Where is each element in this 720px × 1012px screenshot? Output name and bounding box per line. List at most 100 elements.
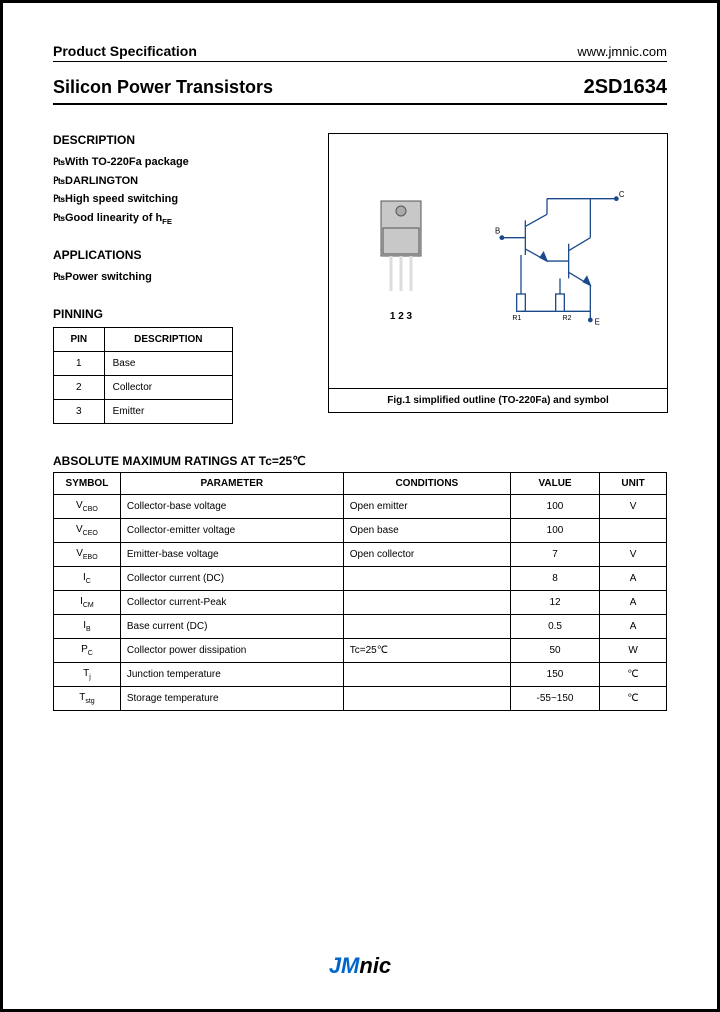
figure-box: 1 2 3 (328, 133, 668, 413)
pin-desc: Base (104, 352, 232, 376)
left-column: DESCRIPTION ₧With TO-220Fa package₧DARLI… (53, 133, 308, 424)
product-category: Silicon Power Transistors (53, 77, 273, 98)
ratings-cell: V (600, 543, 667, 567)
ratings-cell (343, 567, 510, 591)
logo-part2: nic (359, 953, 391, 978)
ratings-cell: -55~150 (510, 687, 599, 711)
ratings-row: TjJunction temperature 150℃ (54, 663, 667, 687)
ratings-cell: PC (54, 639, 121, 663)
ratings-cell: Open emitter (343, 495, 510, 519)
ratings-cell: 100 (510, 495, 599, 519)
ratings-cell: Storage temperature (120, 687, 343, 711)
ratings-cell: Junction temperature (120, 663, 343, 687)
ratings-cell (343, 663, 510, 687)
description-list: ₧With TO-220Fa package₧DARLINGTON₧High s… (53, 153, 308, 228)
pin-number: 1 (54, 352, 105, 376)
ratings-row: ICMCollector current-Peak12A (54, 591, 667, 615)
ratings-row: PCCollector power dissipationTc=25℃50W (54, 639, 667, 663)
right-column: 1 2 3 (308, 133, 668, 424)
ratings-cell: Collector-emitter voltage (120, 519, 343, 543)
applications-list: ₧Power switching (53, 268, 308, 287)
pinning-row: 1Base (54, 352, 233, 376)
figure-caption: Fig.1 simplified outline (TO-220Fa) and … (329, 388, 667, 412)
pinning-heading: PINNING (53, 307, 308, 321)
ratings-row: ICCollector current (DC) 8A (54, 567, 667, 591)
header-url: www.jmnic.com (577, 44, 667, 59)
ratings-cell: A (600, 567, 667, 591)
ratings-cell: ℃ (600, 687, 667, 711)
ratings-col-header: PARAMETER (120, 473, 343, 495)
ratings-col-header: UNIT (600, 473, 667, 495)
pinning-col-header: DESCRIPTION (104, 328, 232, 352)
header-row: Product Specification www.jmnic.com (53, 43, 667, 62)
ratings-cell: Open base (343, 519, 510, 543)
ratings-cell (343, 615, 510, 639)
ratings-col-header: SYMBOL (54, 473, 121, 495)
package-drawing: 1 2 3 (371, 196, 431, 322)
figure-content: 1 2 3 (329, 134, 667, 384)
title-row: Silicon Power Transistors 2SD1634 (53, 76, 667, 105)
svg-text:B: B (495, 226, 500, 235)
ratings-cell: 150 (510, 663, 599, 687)
pin-number: 2 (54, 376, 105, 400)
pinning-table: PINDESCRIPTION 1Base2Collector3Emitter (53, 327, 233, 424)
description-item: ₧With TO-220Fa package (53, 153, 308, 172)
ratings-cell: Collector power dissipation (120, 639, 343, 663)
description-item: ₧DARLINGTON (53, 172, 308, 191)
ratings-cell: Collector current (DC) (120, 567, 343, 591)
header-left: Product Specification (53, 43, 197, 59)
ratings-cell: VCEO (54, 519, 121, 543)
ratings-col-header: VALUE (510, 473, 599, 495)
applications-heading: APPLICATIONS (53, 248, 308, 262)
ratings-table: SYMBOLPARAMETERCONDITIONSVALUEUNIT VCBOC… (53, 472, 667, 711)
ratings-cell: 8 (510, 567, 599, 591)
ratings-cell: 50 (510, 639, 599, 663)
svg-text:R1: R1 (512, 315, 521, 322)
ratings-cell: W (600, 639, 667, 663)
ratings-cell: ℃ (600, 663, 667, 687)
application-item: ₧Power switching (53, 268, 308, 287)
ratings-cell: A (600, 615, 667, 639)
content-row: DESCRIPTION ₧With TO-220Fa package₧DARLI… (53, 133, 667, 424)
ratings-cell: IC (54, 567, 121, 591)
circuit-symbol: B C E R1 R2 (495, 190, 625, 329)
ratings-cell: Tj (54, 663, 121, 687)
ratings-cell: 12 (510, 591, 599, 615)
ratings-col-header: CONDITIONS (343, 473, 510, 495)
ratings-cell: Tc=25℃ (343, 639, 510, 663)
part-number: 2SD1634 (584, 76, 667, 99)
pin-number: 3 (54, 400, 105, 424)
ratings-cell (343, 591, 510, 615)
ratings-section: ABSOLUTE MAXIMUM RATINGS AT Tc=25℃ SYMBO… (53, 454, 667, 711)
ratings-cell: VCBO (54, 495, 121, 519)
footer-logo: JMnic (329, 953, 391, 979)
ratings-cell: Emitter-base voltage (120, 543, 343, 567)
pin-desc: Collector (104, 376, 232, 400)
pinning-col-header: PIN (54, 328, 105, 352)
ratings-row: IBBase current (DC)0.5A (54, 615, 667, 639)
ratings-cell: ICM (54, 591, 121, 615)
ratings-cell (343, 687, 510, 711)
ratings-cell: 0.5 (510, 615, 599, 639)
ratings-cell: 100 (510, 519, 599, 543)
logo-part1: JM (329, 953, 360, 978)
ratings-cell: VEBO (54, 543, 121, 567)
ratings-row: VCBOCollector-base voltageOpen emitter10… (54, 495, 667, 519)
ratings-title: ABSOLUTE MAXIMUM RATINGS AT Tc=25℃ (53, 454, 667, 468)
ratings-cell: Tstg (54, 687, 121, 711)
description-heading: DESCRIPTION (53, 133, 308, 147)
pin-numbers-label: 1 2 3 (371, 311, 431, 322)
package-icon (371, 196, 431, 306)
svg-text:R2: R2 (563, 315, 572, 322)
svg-text:E: E (595, 317, 600, 326)
ratings-cell: Open collector (343, 543, 510, 567)
pinning-row: 3Emitter (54, 400, 233, 424)
svg-text:C: C (619, 190, 625, 199)
ratings-cell (600, 519, 667, 543)
ratings-row: TstgStorage temperature -55~150℃ (54, 687, 667, 711)
ratings-row: VEBOEmitter-base voltageOpen collector7V (54, 543, 667, 567)
ratings-cell: IB (54, 615, 121, 639)
pinning-row: 2Collector (54, 376, 233, 400)
description-item: ₧Good linearity of hFE (53, 209, 308, 228)
ratings-cell: Collector current-Peak (120, 591, 343, 615)
